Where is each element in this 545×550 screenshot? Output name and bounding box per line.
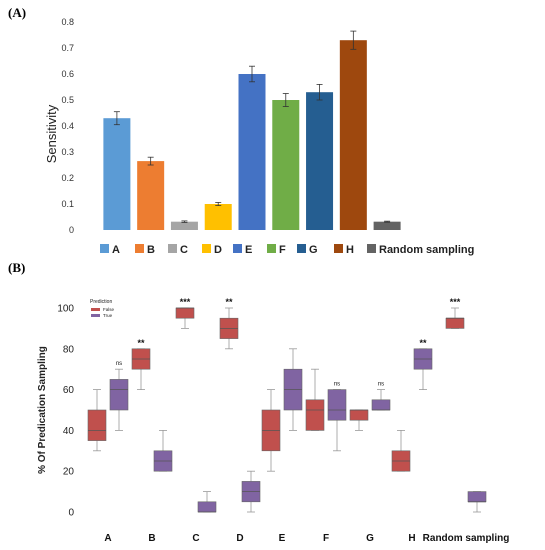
legend-label-g: G (309, 244, 318, 256)
y-tick-label: 20 (63, 467, 75, 478)
legend-label-b: B (147, 244, 155, 256)
y-tick-label: 0.5 (61, 95, 74, 105)
legend-label-false: False (103, 307, 115, 312)
legend-label-c: C (180, 244, 188, 256)
y-tick-label: 0.8 (61, 17, 74, 27)
box-true-f (327, 389, 347, 421)
legend-swatch-f (267, 244, 276, 253)
legend-label-e: E (245, 244, 252, 256)
bar-random-sampling (373, 221, 401, 230)
legend-swatch-d (202, 244, 211, 253)
legend-swatch-e (233, 244, 242, 253)
significance-marker-c: *** (180, 297, 191, 307)
significance-marker-f: ns (334, 382, 340, 388)
x-category-label-random-sampling: Random sampling (423, 533, 510, 544)
legend-swatch-c (168, 244, 177, 253)
legend-label-f: F (279, 244, 286, 256)
legend-label-true: True (103, 313, 113, 318)
legend-label-a: A (112, 244, 120, 256)
legend-swatch-h (334, 244, 343, 253)
legend-swatch-false (91, 308, 100, 311)
x-category-label-h: H (408, 533, 415, 544)
y-tick-label: 0.4 (61, 121, 74, 131)
x-category-label-d: D (236, 533, 243, 544)
box-true-a (109, 379, 129, 411)
legend-swatch-a (100, 244, 109, 253)
box-true-c (197, 501, 217, 513)
panel-b-label: (B) (8, 260, 25, 275)
box-false-a (87, 409, 107, 441)
bar-g (306, 92, 334, 230)
legend-swatch-g (297, 244, 306, 253)
y-tick-label: 0.2 (61, 173, 74, 183)
y-tick-label: 0.3 (61, 147, 74, 157)
box-false-random-sampling (445, 317, 465, 329)
bar-e (238, 74, 266, 230)
sensitivity-bar-chart: 0 0.1 0.2 0.3 0.4 0.5 0.6 0.7 0.8 Sensitivity A B C D… (44, 17, 474, 256)
significance-marker-random-sampling: *** (450, 297, 461, 307)
y-tick-label: 0.7 (61, 43, 74, 53)
y-tick-label: 0.6 (61, 69, 74, 79)
y-tick-label: 80 (63, 344, 75, 355)
x-category-label-f: F (323, 533, 329, 544)
x-category-label-b: B (148, 533, 155, 544)
legend-swatch-true (91, 314, 100, 317)
y-tick-label: 60 (63, 385, 75, 396)
bar-h (339, 40, 367, 231)
x-category-label-g: G (366, 533, 374, 544)
legend-swatch-b (135, 244, 144, 253)
y-tick-label: 0.1 (61, 199, 74, 209)
bar-a (103, 118, 131, 230)
significance-marker-g: ns (378, 382, 384, 388)
y-tick-label: 0 (69, 225, 74, 235)
prediction-box-plot: 0 20 40 60 80 100 % Of Predication Sampling Pre… (37, 297, 509, 544)
box-false-f (305, 399, 325, 431)
significance-marker-h: ** (419, 338, 427, 348)
x-category-label-a: A (104, 533, 111, 544)
y-tick-label: 40 (63, 426, 75, 437)
x-category-label-e: E (279, 533, 286, 544)
legend-label-d: D (214, 244, 222, 256)
significance-marker-d: ** (225, 297, 233, 307)
y-axis-title: % Of Predication Sampling (37, 346, 48, 474)
y-tick-label: 0 (68, 508, 74, 519)
box-true-g (371, 399, 391, 411)
box-true-random-sampling (467, 491, 487, 503)
significance-marker-b: ** (137, 338, 145, 348)
legend-swatch-random-sampling (367, 244, 376, 253)
box-false-c (175, 307, 195, 319)
bar-d (204, 204, 232, 230)
significance-marker-a: ns (116, 361, 122, 367)
legend-label-h: H (346, 244, 354, 256)
bar-c (170, 221, 198, 230)
bar-f (272, 100, 300, 230)
legend-title: Prediction (90, 299, 112, 305)
legend-label-random-sampling: Random sampling (379, 244, 474, 256)
panel-a-label: (A) (8, 5, 26, 20)
y-axis-title: Sensitivity (44, 104, 59, 163)
y-tick-label: 100 (57, 304, 74, 315)
box-false-g (349, 409, 369, 421)
bar-b (137, 161, 165, 230)
x-category-label-c: C (192, 533, 199, 544)
